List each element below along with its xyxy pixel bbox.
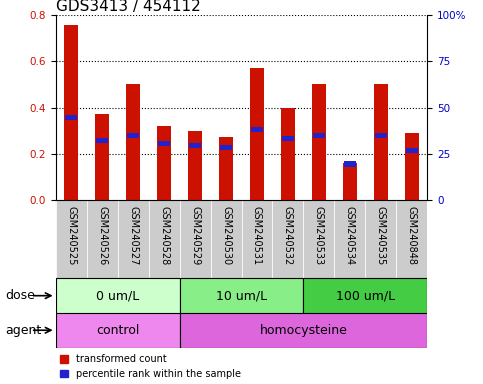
FancyBboxPatch shape bbox=[149, 200, 180, 278]
Text: GSM240530: GSM240530 bbox=[221, 206, 231, 265]
Text: GSM240527: GSM240527 bbox=[128, 206, 138, 265]
Bar bbox=[375, 132, 387, 138]
Bar bbox=[127, 132, 139, 138]
Bar bbox=[64, 25, 78, 200]
FancyBboxPatch shape bbox=[117, 200, 149, 278]
Bar bbox=[312, 84, 326, 200]
Bar bbox=[95, 114, 109, 200]
Bar bbox=[219, 137, 233, 200]
FancyBboxPatch shape bbox=[242, 200, 272, 278]
Text: GSM240848: GSM240848 bbox=[407, 206, 417, 265]
FancyBboxPatch shape bbox=[56, 278, 180, 313]
FancyBboxPatch shape bbox=[56, 200, 86, 278]
FancyBboxPatch shape bbox=[397, 200, 427, 278]
Bar bbox=[189, 143, 201, 148]
FancyBboxPatch shape bbox=[303, 200, 334, 278]
Bar bbox=[250, 68, 264, 200]
Bar bbox=[158, 141, 170, 146]
Bar bbox=[157, 126, 171, 200]
Text: homocysteine: homocysteine bbox=[259, 324, 347, 337]
FancyBboxPatch shape bbox=[180, 278, 303, 313]
Bar bbox=[188, 131, 202, 200]
Bar bbox=[126, 84, 140, 200]
Text: GSM240534: GSM240534 bbox=[345, 206, 355, 265]
FancyBboxPatch shape bbox=[180, 313, 427, 348]
Bar bbox=[251, 127, 263, 132]
Text: GSM240532: GSM240532 bbox=[283, 206, 293, 265]
FancyBboxPatch shape bbox=[334, 200, 366, 278]
Text: 0 um/L: 0 um/L bbox=[96, 289, 139, 302]
Bar bbox=[344, 161, 356, 167]
Bar bbox=[96, 138, 108, 144]
Text: GSM240535: GSM240535 bbox=[376, 206, 386, 265]
FancyBboxPatch shape bbox=[180, 200, 211, 278]
FancyBboxPatch shape bbox=[303, 278, 427, 313]
Text: GSM240526: GSM240526 bbox=[97, 206, 107, 265]
Text: 10 um/L: 10 um/L bbox=[216, 289, 267, 302]
FancyBboxPatch shape bbox=[211, 200, 242, 278]
Text: agent: agent bbox=[5, 324, 41, 337]
Bar bbox=[281, 108, 295, 200]
Bar bbox=[343, 163, 357, 200]
Bar bbox=[65, 115, 77, 121]
Text: dose: dose bbox=[5, 289, 35, 302]
Bar bbox=[220, 145, 232, 151]
Text: GSM240531: GSM240531 bbox=[252, 206, 262, 265]
FancyBboxPatch shape bbox=[56, 313, 180, 348]
Text: GSM240533: GSM240533 bbox=[314, 206, 324, 265]
Bar bbox=[282, 136, 294, 141]
Legend: transformed count, percentile rank within the sample: transformed count, percentile rank withi… bbox=[60, 354, 241, 379]
FancyBboxPatch shape bbox=[366, 200, 397, 278]
Text: GSM240529: GSM240529 bbox=[190, 206, 200, 265]
Bar bbox=[374, 84, 388, 200]
Text: GDS3413 / 454112: GDS3413 / 454112 bbox=[56, 0, 200, 14]
Text: control: control bbox=[96, 324, 139, 337]
Bar bbox=[406, 147, 418, 153]
FancyBboxPatch shape bbox=[272, 200, 303, 278]
Bar bbox=[313, 132, 325, 138]
FancyBboxPatch shape bbox=[86, 200, 117, 278]
Text: GSM240525: GSM240525 bbox=[66, 206, 76, 265]
Text: GSM240528: GSM240528 bbox=[159, 206, 169, 265]
Bar bbox=[405, 133, 419, 200]
Text: 100 um/L: 100 um/L bbox=[336, 289, 395, 302]
